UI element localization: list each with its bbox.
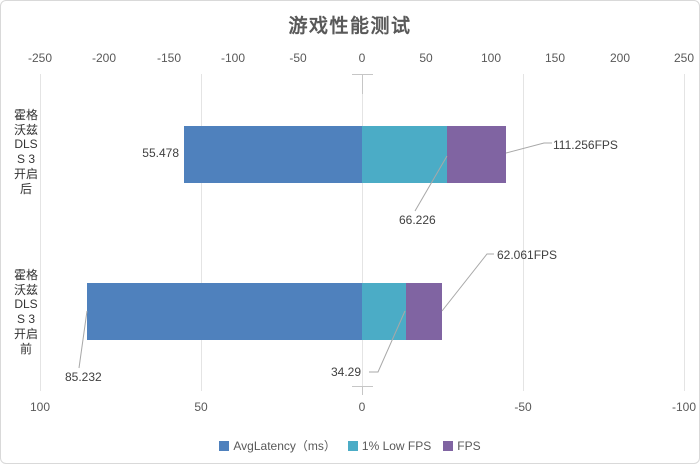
bar-dlss-off-lowfps-segment[interactable] (362, 283, 406, 340)
data-label-lowfps-off: 34.29 (331, 365, 362, 379)
gridline (523, 74, 524, 391)
bar-dlss-off-fps-segment[interactable] (406, 283, 442, 340)
top-axis-tick-label: 200 (609, 51, 631, 65)
bottom-axis-tick-label: -100 (671, 400, 697, 414)
bottom-axis-tick-label: 100 (29, 400, 51, 414)
legend-item-fps[interactable]: FPS (443, 438, 481, 453)
legend-item-avglatency[interactable]: AvgLatency（ms） (219, 437, 336, 454)
data-label-fps-on: 111.256FPS (553, 138, 618, 152)
top-axis-zero-tick (362, 74, 363, 94)
bar-dlss-on-fps-segment[interactable] (447, 126, 506, 183)
top-axis-tick-label: 50 (419, 51, 433, 65)
legend-label-avglatency: AvgLatency（ms） (233, 439, 336, 453)
top-axis-tick-label: 150 (544, 51, 566, 65)
leader-line (78, 310, 88, 369)
category-label-dlss-on: 霍格 沃兹 DLS S 3 开启 后 (13, 108, 38, 196)
gridline (362, 74, 363, 391)
leader-line (441, 253, 494, 312)
bar-dlss-on-lowfps-segment[interactable] (362, 126, 447, 183)
top-axis-tick-label: 250 (673, 51, 695, 65)
gridline (201, 74, 202, 391)
chart-title: 游戏性能测试 (288, 16, 412, 37)
top-axis-tick-label: -250 (27, 51, 53, 65)
legend-label-lowfps: 1% Low FPS (361, 438, 432, 453)
top-axis-tick-label: 0 (358, 51, 366, 65)
legend: AvgLatency（ms） 1% Low FPS FPS (1, 437, 699, 454)
top-axis-tick-label: -200 (91, 51, 117, 65)
bottom-axis-zero-tick (362, 386, 363, 395)
leader-line (505, 142, 552, 154)
bar-dlss-off-avglatency-segment[interactable] (87, 283, 362, 340)
legend-swatch-avglatency (219, 440, 230, 451)
legend-swatch-lowfps (347, 440, 358, 451)
data-label-avglatency-on: 55.478 (142, 146, 179, 160)
bottom-axis-tick-label: -50 (514, 400, 532, 414)
data-label-avglatency-off: 85.232 (65, 370, 102, 384)
gridline (684, 74, 685, 391)
gridline (40, 74, 41, 391)
category-label-dlss-off: 霍格 沃兹 DLS S 3 开启 前 (13, 268, 38, 356)
bar-dlss-on-avglatency-segment[interactable] (184, 126, 362, 183)
legend-item-lowfps[interactable]: 1% Low FPS (347, 438, 432, 453)
top-axis-tick-label: -50 (289, 51, 307, 65)
bottom-axis-tick-label: 0 (358, 400, 366, 414)
data-label-fps-off: 62.061FPS (497, 248, 558, 262)
top-axis-tick-label: 100 (480, 51, 502, 65)
top-axis-tick-label: -100 (220, 51, 246, 65)
legend-swatch-fps (443, 440, 454, 451)
legend-label-fps: FPS (457, 438, 481, 453)
data-label-lowfps-on: 66.226 (399, 213, 436, 227)
top-axis-tick-label: -150 (156, 51, 182, 65)
bottom-axis-tick-label: 50 (194, 400, 208, 414)
